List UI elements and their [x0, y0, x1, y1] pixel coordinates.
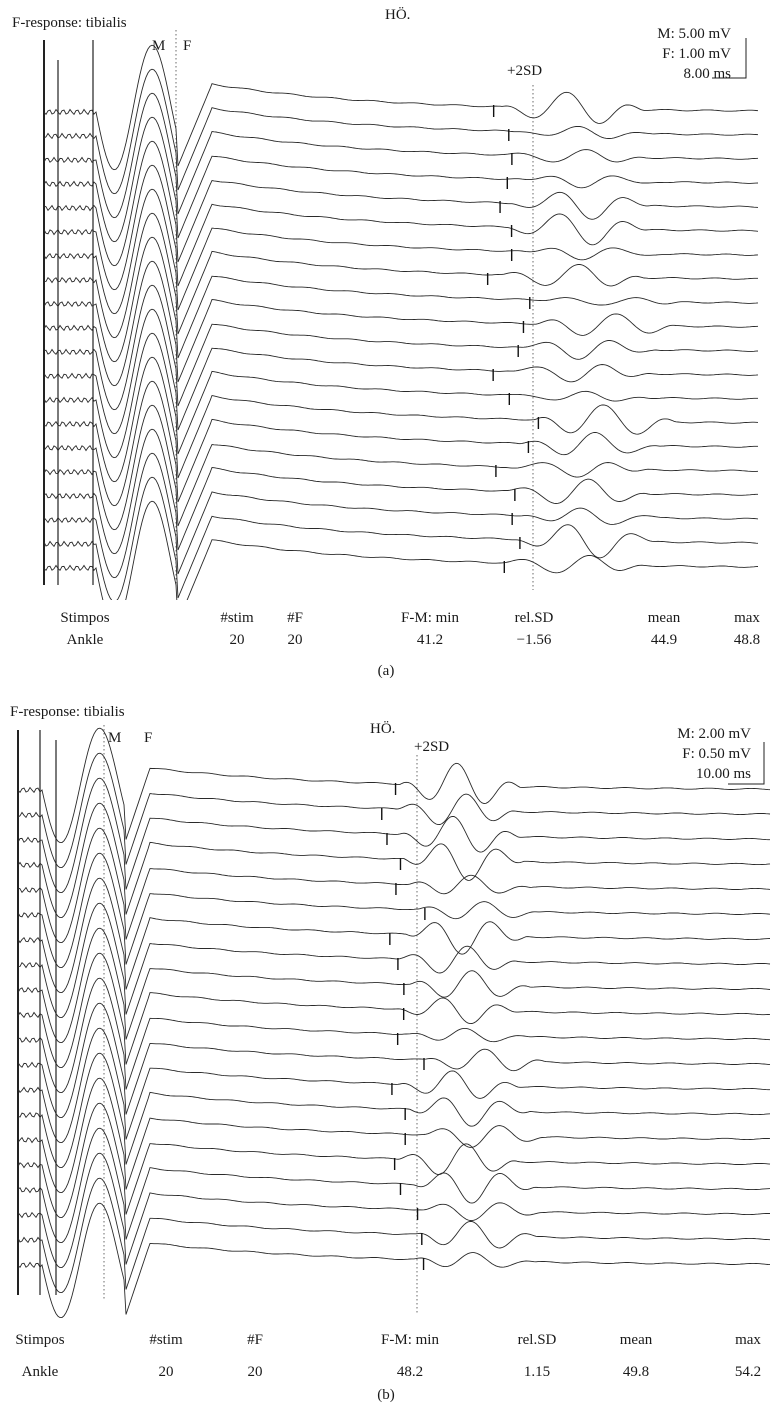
- f-wave-trace: [43, 68, 759, 195]
- scale-bar: [712, 38, 747, 79]
- stats-value: 44.9: [650, 632, 678, 648]
- scale-time: 10.00 ms: [695, 766, 751, 782]
- stats-header: Stimpos: [60, 610, 110, 626]
- f-wave-trace: [43, 212, 758, 339]
- sd-label: +2SD: [507, 63, 543, 79]
- panel-caption: (a): [377, 663, 395, 679]
- stats-header: #stim: [149, 1332, 183, 1348]
- trace-plot-a: [43, 30, 759, 600]
- f-wave-trace: [43, 188, 759, 315]
- stats-header: mean: [619, 1332, 653, 1348]
- stats-value: 20: [247, 1364, 263, 1380]
- f-wave-trace: [43, 284, 759, 411]
- patient-label: HÖ.: [370, 721, 396, 737]
- f-wave-trace: [17, 752, 771, 869]
- stats-header: rel.SD: [517, 1332, 557, 1348]
- f-wave-trace: [17, 1027, 770, 1144]
- f-wave-trace: [43, 428, 758, 555]
- f-wave-trace: [17, 902, 771, 1019]
- stats-header: #F: [247, 1332, 263, 1348]
- stats-value: 48.2: [396, 1364, 424, 1380]
- f-wave-trace: [17, 927, 771, 1044]
- f-wave-trace: [43, 356, 759, 483]
- f-wave-trace: [43, 332, 758, 459]
- f-wave-trace: [17, 802, 771, 919]
- trace-plot-b: [17, 725, 771, 1319]
- f-wave-trace: [17, 852, 771, 969]
- f-wave-trace: [17, 977, 771, 1094]
- panel-title: F-response: tibialis: [10, 704, 125, 720]
- stats-value: 49.8: [622, 1364, 650, 1380]
- scale-m: M: 2.00 mV: [677, 726, 751, 742]
- f-wave-trace: [43, 404, 759, 531]
- panel-caption: (b): [377, 1387, 395, 1403]
- f-wave-trace: [17, 1077, 771, 1194]
- scale-bar: [728, 742, 765, 785]
- sd-label: +2SD: [414, 739, 450, 755]
- f-wave-trace: [43, 308, 759, 435]
- f-wave-trace: [17, 1152, 770, 1269]
- stats-header: F-M: min: [401, 610, 459, 626]
- marker-f: F: [144, 730, 153, 746]
- patient-label: HÖ.: [385, 7, 411, 23]
- f-wave-trace: [43, 164, 759, 291]
- f-wave-trace: [43, 476, 759, 600]
- stats-value: 48.8: [733, 632, 761, 648]
- stats-value: Ankle: [21, 1364, 59, 1380]
- stats-value: 1.15: [523, 1364, 551, 1380]
- stats-value: 54.2: [734, 1364, 762, 1380]
- f-wave-trace: [43, 500, 759, 600]
- stats-header: max: [734, 610, 760, 626]
- stats-header: #stim: [220, 610, 254, 626]
- stats-value: 20: [158, 1364, 174, 1380]
- stats-header: #F: [287, 610, 303, 626]
- panel-b: F-response: tibialis HÖ. M F +2SD M: 2.0…: [0, 700, 771, 1414]
- stats-header: Stimpos: [15, 1332, 65, 1348]
- scale-bar-legend: M: 5.00 mV F: 1.00 mV 8.00 ms: [657, 24, 731, 84]
- f-wave-trace: [17, 952, 771, 1069]
- scale-bar-legend: M: 2.00 mV F: 0.50 mV 10.00 ms: [677, 724, 751, 784]
- f-wave-trace: [17, 1177, 771, 1294]
- f-wave-trace: [17, 777, 770, 894]
- panel-title: F-response: tibialis: [12, 15, 127, 31]
- marker-m: M: [152, 38, 166, 54]
- stats-value: Ankle: [66, 632, 104, 648]
- f-wave-trace: [43, 44, 759, 171]
- stats-value: 41.2: [416, 632, 444, 648]
- f-wave-trace: [43, 116, 759, 243]
- scale-time: 8.00 ms: [683, 66, 731, 82]
- stats-header: max: [735, 1332, 761, 1348]
- f-wave-trace: [17, 1052, 771, 1169]
- f-wave-trace: [43, 236, 759, 363]
- scale-m: M: 5.00 mV: [657, 26, 731, 42]
- stats-value: 20: [229, 632, 245, 648]
- f-wave-trace: [43, 92, 759, 219]
- f-wave-trace: [43, 380, 758, 507]
- stats-header: rel.SD: [514, 610, 554, 626]
- f-wave-trace: [43, 140, 759, 267]
- stats-value: −1.56: [516, 632, 552, 648]
- f-wave-trace: [17, 1002, 771, 1119]
- panel-a: F-response: tibialis HÖ. M F +2SD M: 5.0…: [0, 0, 771, 690]
- marker-f: F: [183, 38, 192, 54]
- stats-value: 20: [287, 632, 303, 648]
- f-wave-trace: [17, 1202, 771, 1319]
- stats-header: mean: [647, 610, 681, 626]
- f-wave-trace: [17, 877, 771, 994]
- f-wave-trace: [17, 727, 771, 844]
- scale-f: F: 0.50 mV: [682, 746, 751, 762]
- f-wave-trace: [17, 827, 771, 944]
- stats-header: F-M: min: [381, 1332, 439, 1348]
- marker-m: M: [108, 730, 122, 746]
- f-wave-trace: [17, 1127, 771, 1244]
- f-wave-trace: [43, 260, 759, 387]
- scale-f: F: 1.00 mV: [662, 46, 731, 62]
- f-wave-trace: [43, 452, 759, 579]
